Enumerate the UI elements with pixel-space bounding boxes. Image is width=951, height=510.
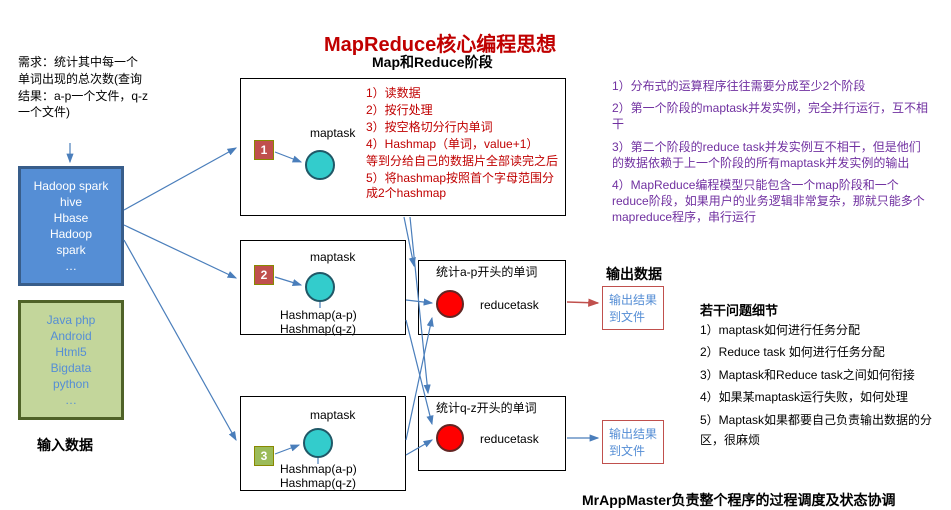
maptask1-notes: 1）读数据2）按行处理3）按空格切分行内单词4）Hashmap（单词，value…	[366, 86, 562, 203]
reducetask1-circle	[436, 290, 464, 318]
maptask3-hashmap-ap: Hashmap(a-p)	[280, 462, 357, 476]
badge-2: 2	[254, 265, 274, 285]
maptask2-hashmap-ap: Hashmap(a-p)	[280, 308, 357, 322]
output1-l2: 到文件	[609, 308, 657, 325]
maptask1-circle	[305, 150, 335, 180]
details-list: 1）maptask如何进行任务分配2）Reduce task 如何进行任务分配3…	[700, 320, 940, 452]
reducetask2-title: 统计q-z开头的单词	[436, 399, 537, 416]
input-box-2: Java phpAndroidHtml5Bigdatapython…	[18, 300, 124, 420]
maptask1-label: maptask	[310, 126, 355, 140]
reducetask1-title: 统计a-p开头的单词	[436, 263, 537, 280]
maptask2-hashmap-qz: Hashmap(q-z)	[280, 322, 356, 336]
output-box-1: 输出结果 到文件	[602, 286, 664, 330]
maptask3-hashmap-qz: Hashmap(q-z)	[280, 476, 356, 490]
output2-l2: 到文件	[609, 442, 657, 459]
right-notes: 1）分布式的运算程序往往需要分成至少2个阶段2）第一个阶段的maptask并发实…	[612, 78, 932, 232]
output1-l1: 输出结果	[609, 291, 657, 308]
badge-3: 3	[254, 446, 274, 466]
maptask3-label: maptask	[310, 408, 355, 422]
input-box-1: Hadoop sparkhiveHbaseHadoopspark…	[18, 166, 124, 286]
maptask3-circle	[303, 428, 333, 458]
badge-1: 1	[254, 140, 274, 160]
maptask2-label: maptask	[310, 250, 355, 264]
output-data-label: 输出数据	[606, 264, 662, 284]
maptask2-circle	[305, 272, 335, 302]
details-title: 若干问题细节	[700, 300, 778, 319]
output2-l1: 输出结果	[609, 425, 657, 442]
subtitle: Map和Reduce阶段	[372, 52, 493, 72]
reducetask2-circle	[436, 424, 464, 452]
requirement-text: 需求：统计其中每一个单词出现的总次数(查询结果：a-p一个文件，q-z一个文件)	[18, 54, 148, 121]
reducetask2-label: reducetask	[480, 432, 539, 446]
input-data-label: 输入数据	[37, 435, 93, 455]
footer-text: MrAppMaster负责整个程序的过程调度及状态协调	[582, 490, 895, 510]
reducetask1-label: reducetask	[480, 298, 539, 312]
output-box-2: 输出结果 到文件	[602, 420, 664, 464]
